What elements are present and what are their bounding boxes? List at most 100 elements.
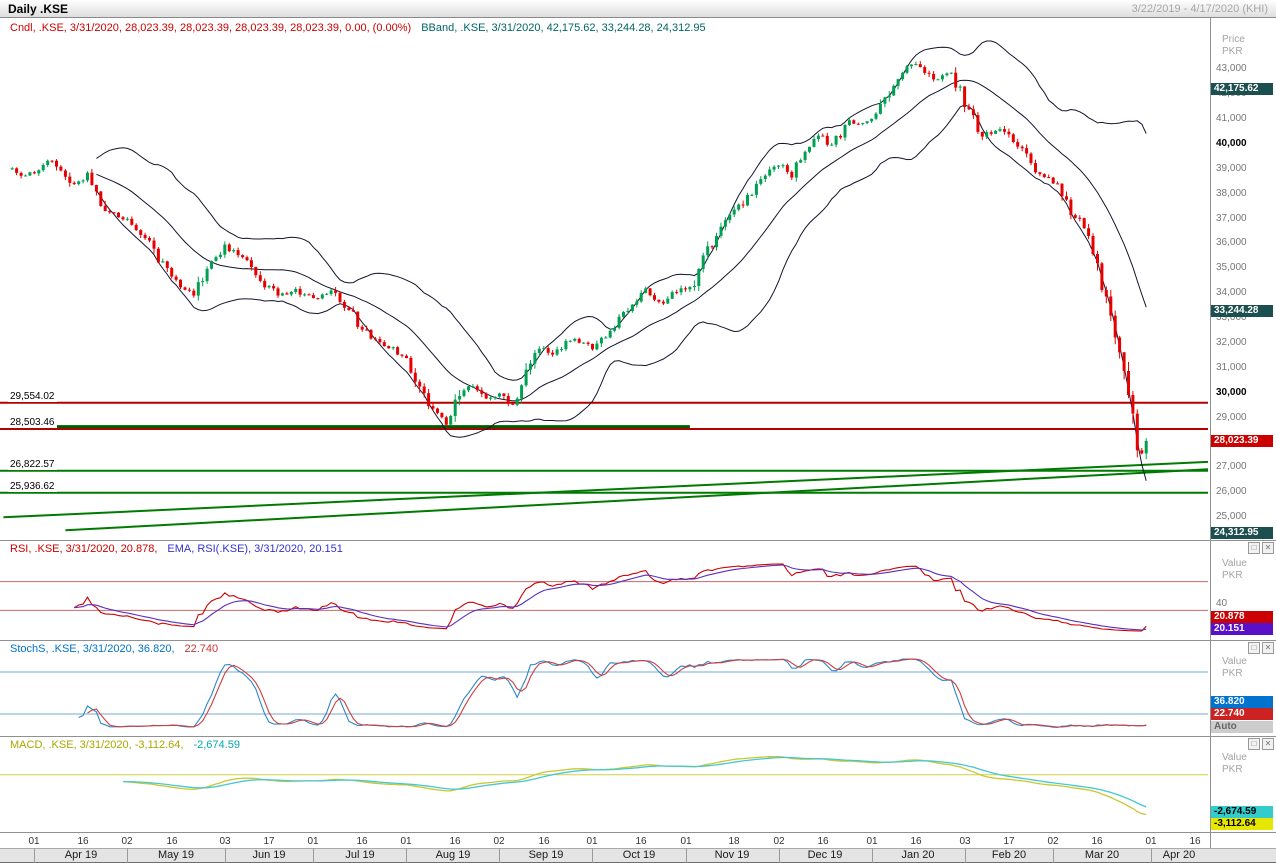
price-axis-tick: 26,000 xyxy=(1216,486,1247,497)
level-price-label: 28,503.46 xyxy=(8,417,57,428)
legend-text: RSI, .KSE, 3/31/2020, 20.878, xyxy=(10,543,158,555)
x-axis-tick: 02 xyxy=(493,836,505,847)
unit-line: Value xyxy=(1222,752,1247,763)
month-separator xyxy=(225,848,226,863)
unit-line: PKR xyxy=(1222,570,1243,581)
unit-line: Value xyxy=(1222,558,1247,569)
bollinger-upper-line xyxy=(96,40,1147,381)
price-axis-tick: 35,000 xyxy=(1216,262,1247,273)
month-separator xyxy=(686,848,687,863)
month-separator xyxy=(127,848,128,863)
legend-text: StochS, .KSE, 3/31/2020, 36.820, xyxy=(10,643,175,655)
month-separator xyxy=(779,848,780,863)
price-axis-tick: 37,000 xyxy=(1216,213,1247,224)
x-axis-month-label: Mar 20 xyxy=(1084,849,1120,861)
trend-line xyxy=(3,460,1209,519)
x-axis-tick: 18 xyxy=(728,836,740,847)
price-axis-tick: 38,000 xyxy=(1216,188,1247,199)
chart-title: Daily .KSE xyxy=(8,1,69,16)
last-value-badge: -2,674.59 xyxy=(1211,806,1273,818)
level-price-label: 25,936.62 xyxy=(8,481,57,492)
month-separator xyxy=(34,848,35,863)
x-axis-tick: 01 xyxy=(1145,836,1157,847)
stoch-k-line xyxy=(78,658,1147,729)
x-axis-tick: 01 xyxy=(307,836,319,847)
restore-icon[interactable]: □ xyxy=(1248,542,1260,554)
x-axis-month-label: Apr 19 xyxy=(64,849,98,861)
month-separator xyxy=(499,848,500,863)
rsi-line xyxy=(73,563,1147,632)
price-axis-tick: 30,000 xyxy=(1216,387,1247,398)
unit-line: PKR xyxy=(1222,668,1243,679)
x-axis-tick: 16 xyxy=(635,836,647,847)
x-axis-month-label: Aug 19 xyxy=(435,849,471,861)
last-value-badge: 36.820 xyxy=(1211,696,1273,708)
macd-signal-line xyxy=(122,756,1147,808)
unit-line: Value xyxy=(1222,656,1247,667)
x-axis-tick: 03 xyxy=(219,836,231,847)
x-axis-month-label: Jun 19 xyxy=(252,849,286,861)
bollinger-middle-line xyxy=(96,79,1147,402)
x-axis-tick: 01 xyxy=(680,836,692,847)
x-axis-month-label: May 19 xyxy=(157,849,195,861)
price-axis-tick: 31,000 xyxy=(1216,362,1247,373)
x-axis-month-label: Apr 20 xyxy=(1162,849,1196,861)
stoch-axis-unit: Value PKR xyxy=(1222,656,1247,680)
last-value-badge: 24,312.95 xyxy=(1211,527,1273,539)
price-axis-tick: 40,000 xyxy=(1216,138,1247,149)
x-axis-tick: 01 xyxy=(28,836,40,847)
x-axis-month-label: Dec 19 xyxy=(807,849,843,861)
restore-icon[interactable]: □ xyxy=(1248,642,1260,654)
restore-icon[interactable]: □ xyxy=(1248,738,1260,750)
month-separator xyxy=(1151,848,1152,863)
x-axis-tick: 16 xyxy=(77,836,89,847)
last-value-badge: Auto xyxy=(1211,721,1273,733)
price-axis-tick: 36,000 xyxy=(1216,237,1247,248)
month-separator xyxy=(592,848,593,863)
legend-text: 22.740 xyxy=(184,643,219,655)
last-value-badge: 20.151 xyxy=(1211,623,1273,635)
close-icon[interactable]: ✕ xyxy=(1262,738,1274,750)
main-chart-legend: Cndl, .KSE, 3/31/2020, 28,023.39, 28,023… xyxy=(10,22,716,34)
x-axis-tick: 16 xyxy=(817,836,829,847)
x-axis-tick: 02 xyxy=(1047,836,1059,847)
x-axis-tick: 16 xyxy=(1189,836,1201,847)
price-axis-tick: 39,000 xyxy=(1216,163,1247,174)
legend-text: EMA, RSI(.KSE), 3/31/2020, 20.151 xyxy=(167,543,343,555)
macd-legend: MACD, .KSE, 3/31/2020, -3,112.64, -2,674.… xyxy=(10,739,250,751)
level-price-label: 29,554.02 xyxy=(8,391,57,402)
x-axis-tick: 01 xyxy=(586,836,598,847)
value-axis-tick: 40 xyxy=(1216,598,1228,609)
price-axis-tick: 41,000 xyxy=(1216,113,1247,124)
close-icon[interactable]: ✕ xyxy=(1262,642,1274,654)
month-separator xyxy=(872,848,873,863)
legend-text: MACD, .KSE, 3/31/2020, -3,112.64, xyxy=(10,739,184,751)
price-axis-tick: 43,000 xyxy=(1216,63,1247,74)
x-axis-tick: 16 xyxy=(166,836,178,847)
bollinger-lower-line xyxy=(95,104,1147,481)
legend-text: BBand, .KSE, 3/31/2020, 42,175.62, 33,24… xyxy=(421,22,706,34)
rsi-axis-unit: Value PKR xyxy=(1222,558,1247,582)
x-axis-tick: 17 xyxy=(1003,836,1015,847)
x-axis-tick: 16 xyxy=(449,836,461,847)
price-axis-unit: Price PKR xyxy=(1222,34,1245,58)
price-axis-tick: 27,000 xyxy=(1216,461,1247,472)
rsi-ema-line xyxy=(74,564,1147,631)
x-axis-tick: 16 xyxy=(356,836,368,847)
level-price-label: 26,822.57 xyxy=(8,459,57,470)
macd-axis-unit: Value PKR xyxy=(1222,752,1247,776)
legend-text: -2,674.59 xyxy=(193,739,240,751)
last-value-badge: 33,244.28 xyxy=(1211,305,1273,317)
price-axis-tick: 29,000 xyxy=(1216,412,1247,423)
x-axis-month-label: Jul 19 xyxy=(345,849,375,861)
unit-line: PKR xyxy=(1222,46,1243,57)
title-bar: Daily .KSE 3/22/2019 - 4/17/2020 (KHI) xyxy=(0,0,1276,18)
price-axis-tick: 33,000 xyxy=(1216,312,1247,323)
close-icon[interactable]: ✕ xyxy=(1262,542,1274,554)
x-axis-tick: 01 xyxy=(400,836,412,847)
month-separator xyxy=(313,848,314,863)
macd-panel-controls: □ ✕ xyxy=(1248,738,1274,750)
rsi-panel[interactable] xyxy=(0,540,1210,642)
last-value-badge: 20.878 xyxy=(1211,611,1273,623)
